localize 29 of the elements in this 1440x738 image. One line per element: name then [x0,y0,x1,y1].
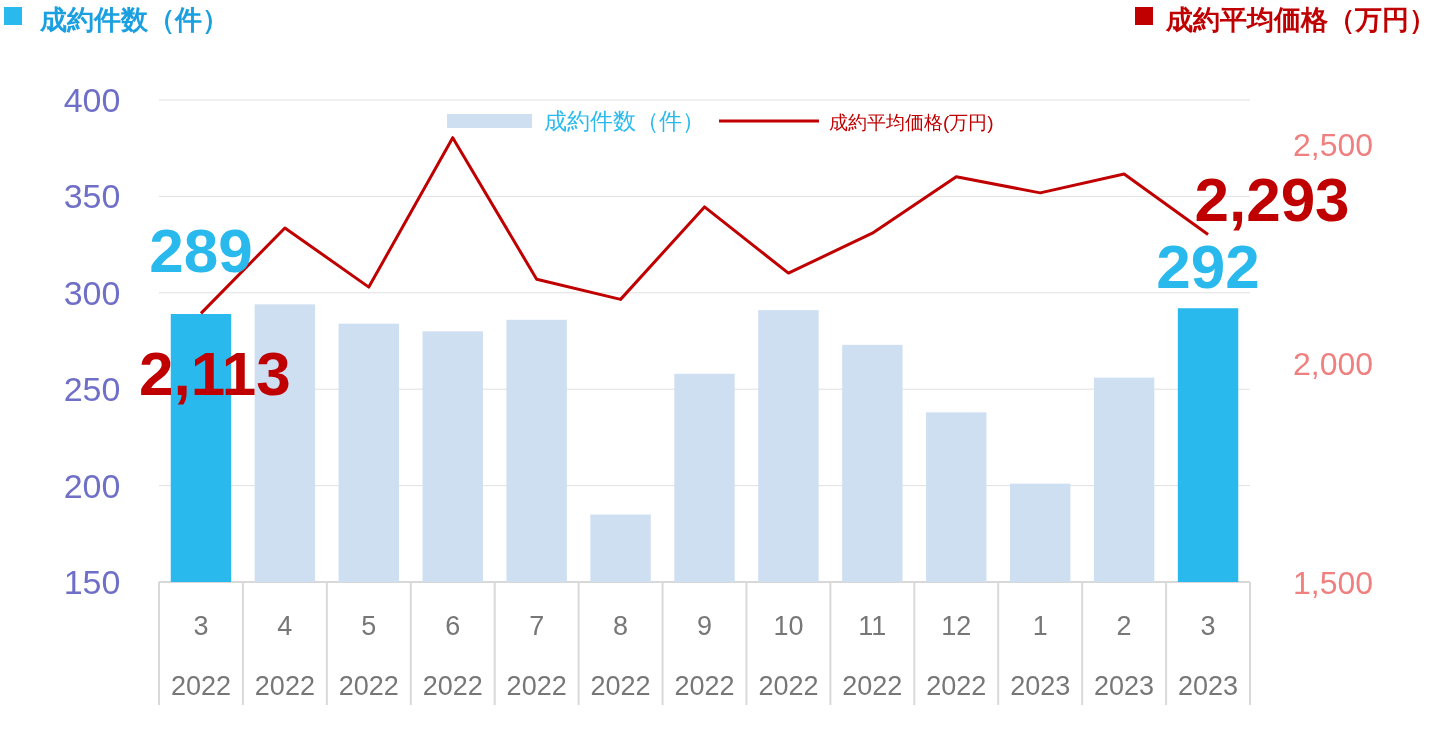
y2-tick-label: 1,500 [1292,565,1374,601]
x-tick-label: 5 2022 [338,611,399,701]
y-axis-title: 成約件数（件） [39,5,229,35]
y-tick-label: 250 [63,370,121,409]
x-tick-label: 4 2022 [254,611,315,701]
x-tick-label: 10 2022 [758,611,819,701]
data-label: 289 [149,216,253,286]
data-label: 292 [1156,232,1260,302]
x-tick-label: 6 2022 [422,611,483,701]
x-tick-label: 12 2022 [926,611,987,701]
x-tick-label: 8 2022 [590,611,651,701]
data-label: 2,293 [1194,164,1350,234]
y-tick-label: 200 [63,466,121,505]
x-tick-label: 2 2023 [1094,611,1155,701]
y-tick-label: 300 [63,273,121,312]
text: 成約平均価格(万円) [829,112,994,133]
y-tick-label: 400 [63,81,121,119]
x-tick-label: 11 2022 [842,611,903,701]
legend-label: 成約件数（件） [544,108,705,134]
y2-tick-label: 2,000 [1292,345,1374,382]
x-tick-label: 9 2022 [674,611,735,701]
x-tick-label: 3 2022 [170,611,231,701]
x-tick-label: 1 2023 [1010,611,1071,701]
x-tick-label: 3 2023 [1178,611,1239,701]
y2-axis-title: 成約平均価格（万円） [1165,5,1436,35]
y-tick-label: 150 [63,563,121,601]
y-tick-label: 350 [63,177,121,216]
y2-tick-label: 2,500 [1292,126,1374,163]
x-tick-label: 7 2022 [506,611,567,701]
